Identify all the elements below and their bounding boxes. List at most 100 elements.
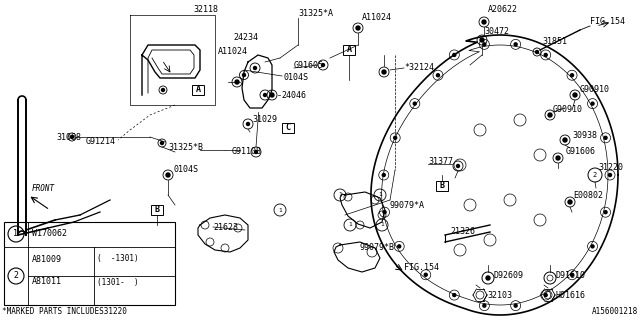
Text: FIG.154: FIG.154 <box>404 263 439 273</box>
Text: 1: 1 <box>378 193 382 197</box>
Circle shape <box>568 200 572 204</box>
Text: 2: 2 <box>13 271 19 281</box>
Text: 1: 1 <box>380 222 384 228</box>
Text: 2: 2 <box>593 172 597 178</box>
Circle shape <box>424 273 428 276</box>
Text: FRONT: FRONT <box>32 184 55 193</box>
Circle shape <box>604 136 607 139</box>
Circle shape <box>235 80 239 84</box>
Text: B: B <box>154 205 159 214</box>
Text: 32118: 32118 <box>193 5 218 14</box>
Circle shape <box>486 276 490 280</box>
Circle shape <box>536 51 538 53</box>
Circle shape <box>544 293 547 297</box>
Circle shape <box>453 293 456 297</box>
Circle shape <box>253 67 257 69</box>
Text: A: A <box>346 45 351 54</box>
Text: 99079*A: 99079*A <box>390 201 425 210</box>
Bar <box>4 222 175 305</box>
Circle shape <box>544 53 547 56</box>
Bar <box>436 181 448 191</box>
Text: G90910: G90910 <box>553 106 583 115</box>
Text: A81009: A81009 <box>32 254 62 263</box>
Circle shape <box>563 138 567 142</box>
Text: A: A <box>195 85 200 94</box>
Circle shape <box>246 123 250 125</box>
Circle shape <box>383 211 386 214</box>
Text: 31325*B: 31325*B <box>168 143 203 153</box>
Text: G91605: G91605 <box>294 60 324 69</box>
Circle shape <box>436 74 440 77</box>
Circle shape <box>166 173 170 177</box>
Text: 30472: 30472 <box>484 28 509 36</box>
Text: 1: 1 <box>13 229 19 238</box>
Circle shape <box>483 304 486 307</box>
Circle shape <box>382 70 386 74</box>
Text: 1: 1 <box>338 193 342 197</box>
Circle shape <box>514 43 517 46</box>
Text: A156001218: A156001218 <box>592 308 638 316</box>
Circle shape <box>161 89 164 92</box>
Text: G91214: G91214 <box>86 138 116 147</box>
Text: E00802: E00802 <box>573 191 603 201</box>
Circle shape <box>321 63 324 67</box>
Text: A11024: A11024 <box>362 13 392 22</box>
Circle shape <box>483 43 486 46</box>
Text: *MARKED PARTS INCLUDES31220: *MARKED PARTS INCLUDES31220 <box>2 308 127 316</box>
Text: 0104S: 0104S <box>173 165 198 174</box>
Text: (  -1301): ( -1301) <box>97 254 139 263</box>
Circle shape <box>548 113 552 117</box>
Text: 31325*A: 31325*A <box>298 10 333 19</box>
Circle shape <box>382 173 385 177</box>
Text: 31851: 31851 <box>542 37 567 46</box>
Circle shape <box>570 74 573 77</box>
Text: 99079*B: 99079*B <box>360 244 395 252</box>
Text: C: C <box>285 124 291 132</box>
Text: 31220: 31220 <box>598 164 623 172</box>
Circle shape <box>255 150 257 154</box>
Circle shape <box>397 245 401 248</box>
Text: G91108: G91108 <box>232 148 262 156</box>
Text: FIG.154: FIG.154 <box>590 18 625 27</box>
Circle shape <box>480 38 484 42</box>
Bar <box>282 123 294 133</box>
Text: G90910: G90910 <box>580 85 610 94</box>
Circle shape <box>413 102 416 105</box>
Circle shape <box>573 93 577 97</box>
Circle shape <box>482 20 486 24</box>
Text: W170062: W170062 <box>32 229 67 238</box>
Text: H01616: H01616 <box>556 291 586 300</box>
Circle shape <box>556 156 560 160</box>
Text: A11024: A11024 <box>218 47 248 57</box>
Circle shape <box>591 102 594 105</box>
Text: 21623: 21623 <box>213 222 238 231</box>
Circle shape <box>356 26 360 30</box>
Bar <box>343 45 355 55</box>
Circle shape <box>70 135 74 139</box>
Text: 31377: 31377 <box>428 157 453 166</box>
Text: 30938: 30938 <box>572 131 597 140</box>
Circle shape <box>394 136 397 139</box>
Circle shape <box>453 53 456 56</box>
Circle shape <box>591 245 594 248</box>
Text: 21326: 21326 <box>450 228 475 236</box>
Text: 24046: 24046 <box>281 91 306 100</box>
Circle shape <box>609 173 611 177</box>
Circle shape <box>243 74 246 76</box>
Text: A81011: A81011 <box>32 277 62 286</box>
Text: 1: 1 <box>278 207 282 212</box>
Text: 31029: 31029 <box>252 116 277 124</box>
Circle shape <box>161 141 163 145</box>
Text: 24234: 24234 <box>233 34 258 43</box>
Text: *32124: *32124 <box>404 63 434 73</box>
Circle shape <box>514 304 517 307</box>
Text: 32103: 32103 <box>487 291 512 300</box>
Text: 0104S: 0104S <box>284 74 309 83</box>
Circle shape <box>264 93 266 97</box>
Text: B: B <box>440 181 445 190</box>
Text: 1: 1 <box>348 222 352 228</box>
Text: G91606: G91606 <box>566 148 596 156</box>
Text: D91610: D91610 <box>556 271 586 281</box>
Text: A20622: A20622 <box>488 5 518 14</box>
Bar <box>192 85 204 95</box>
